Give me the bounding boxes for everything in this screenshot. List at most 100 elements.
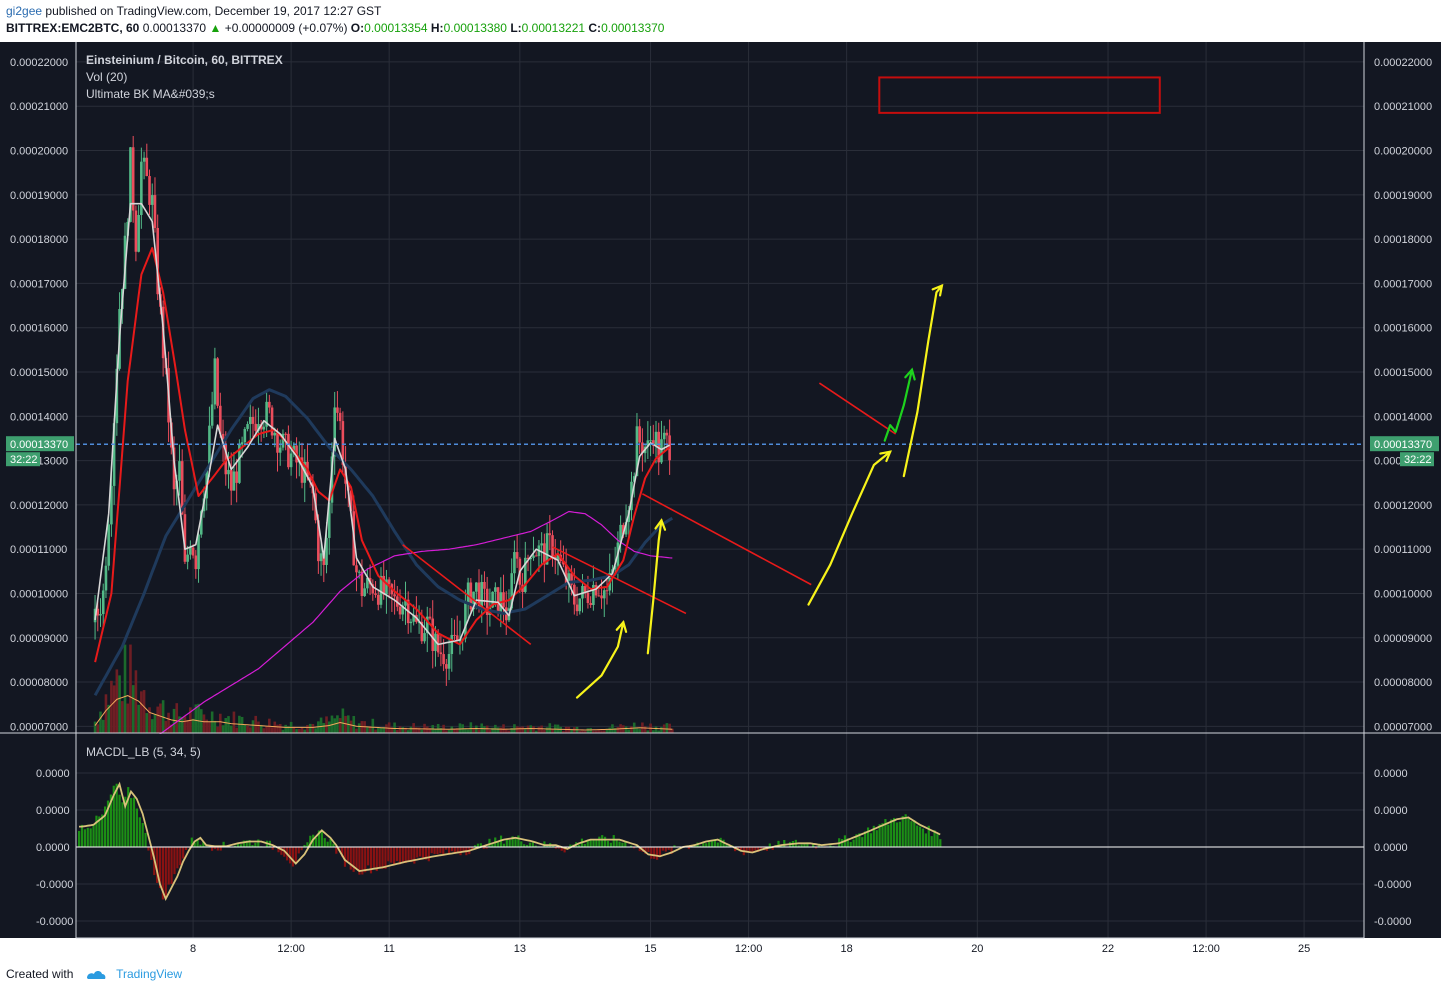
- x-axis-label: 15: [644, 943, 656, 955]
- macd-histogram-bar: [930, 836, 933, 847]
- candle-body: [278, 447, 282, 453]
- right-axis-bg: [1364, 42, 1441, 938]
- volume-bar: [96, 724, 100, 733]
- macd-histogram-bar: [404, 847, 407, 864]
- candle-body: [453, 634, 456, 636]
- macd-histogram-bar: [320, 829, 323, 847]
- volume-bar: [303, 729, 307, 733]
- candle-body: [248, 417, 252, 425]
- legend-title[interactable]: Einsteinium / Bitcoin, 60, BITTREX: [86, 53, 283, 67]
- volume-bar: [205, 719, 209, 733]
- candle-body: [376, 594, 380, 605]
- volume-bar: [385, 724, 388, 733]
- volume-bar: [134, 670, 138, 733]
- volume-bar: [543, 730, 546, 733]
- macd-histogram-bar: [924, 833, 927, 847]
- volume-bar: [597, 730, 601, 733]
- candle-body: [445, 664, 448, 669]
- volume-bar: [635, 728, 639, 733]
- macd-histogram-bar: [199, 844, 202, 847]
- low-label: L:: [510, 21, 522, 35]
- volume-bar: [404, 727, 407, 733]
- y-axis-label-right: 0.00014000: [1374, 411, 1432, 423]
- macd-histogram-bar: [644, 847, 647, 854]
- volume-bar: [248, 727, 252, 733]
- volume-bar: [325, 716, 328, 733]
- macd-histogram-bar: [349, 847, 352, 870]
- macd-histogram-bar: [525, 844, 529, 847]
- legend-macd[interactable]: MACDL_LB (5, 34, 5): [86, 745, 201, 759]
- macd-histogram-bar: [398, 847, 401, 865]
- macd-histogram-bar: [439, 847, 442, 854]
- x-axis-label: 22: [1102, 943, 1114, 955]
- candle-body: [341, 421, 345, 465]
- candle-body: [115, 368, 119, 424]
- candle-body: [477, 582, 481, 609]
- macd-histogram-bar: [557, 847, 560, 849]
- macd-histogram-bar: [127, 787, 130, 847]
- macd-histogram-bar: [667, 847, 670, 850]
- candle-body: [540, 543, 543, 546]
- candle-body: [564, 564, 568, 585]
- legend-volume[interactable]: Vol (20): [86, 70, 127, 84]
- macd-histogram-bar: [314, 837, 318, 847]
- macd-histogram-bar: [109, 794, 112, 847]
- macd-histogram-bar: [635, 845, 638, 847]
- volume-bar: [657, 730, 661, 733]
- volume-bar: [112, 685, 116, 733]
- candle-body: [567, 573, 571, 585]
- volume-bar: [99, 711, 102, 733]
- volume-bar: [284, 724, 287, 733]
- candle-body: [360, 571, 364, 597]
- volume-bar: [243, 724, 247, 733]
- volume-bar: [616, 727, 620, 733]
- macd-histogram-bar: [413, 847, 416, 864]
- y-axis-label-left: 0.00009000: [10, 633, 68, 645]
- macd-histogram-bar: [586, 840, 589, 847]
- candle-body: [363, 588, 366, 597]
- candle-body: [641, 442, 644, 454]
- candle-body: [515, 552, 519, 559]
- macd-histogram-bar: [184, 847, 188, 851]
- candle-body: [327, 502, 331, 538]
- macd-histogram-bar: [603, 836, 607, 847]
- legend-indicator[interactable]: Ultimate BK MA&#039;s: [86, 87, 215, 101]
- candle-body: [534, 555, 538, 557]
- macd-histogram-bar: [393, 847, 396, 865]
- volume-bar: [167, 712, 170, 733]
- candle-body: [371, 584, 375, 594]
- macd-histogram-bar: [430, 847, 433, 854]
- macd-histogram-bar: [551, 845, 555, 847]
- red-trendline: [642, 493, 812, 586]
- volume-bar: [322, 722, 326, 733]
- macd-histogram-bar: [598, 836, 601, 847]
- volume-bar: [594, 730, 598, 733]
- macd-histogram-bar: [297, 847, 300, 854]
- yellow-arrow-head: [879, 450, 892, 463]
- volume-bar: [191, 718, 195, 733]
- volume-bar: [338, 718, 342, 733]
- author-link[interactable]: gi2gee: [6, 4, 43, 18]
- candle-body: [232, 471, 236, 491]
- volume-bar: [436, 723, 440, 733]
- price-tag-right: [1370, 436, 1439, 452]
- macd-histogram-bar: [104, 806, 107, 847]
- macd-histogram-bar: [121, 802, 124, 847]
- volume-bar: [194, 704, 198, 733]
- macd-histogram-bar: [447, 847, 451, 855]
- macd-histogram-bar: [303, 844, 306, 847]
- macd-histogram-bar: [910, 821, 913, 847]
- candle-body: [624, 521, 628, 535]
- volume-bar: [499, 727, 503, 733]
- y-axis-label-left: 0.00012000: [10, 500, 68, 512]
- volume-bar: [219, 713, 222, 733]
- tradingview-brand-link[interactable]: TradingView: [116, 967, 183, 981]
- macd-histogram-bar: [83, 829, 86, 847]
- tradingview-logo-icon[interactable]: [85, 968, 107, 982]
- candle-body: [412, 614, 415, 622]
- price-chart[interactable]: 0.0000 0.0000 0.0000 0.0000 0.0000 0.0000 -0.0…: [0, 42, 1441, 960]
- candle-body: [194, 555, 198, 570]
- macd-histogram-bar: [710, 841, 714, 847]
- volume-bar: [608, 727, 612, 733]
- volume-bar: [586, 728, 590, 733]
